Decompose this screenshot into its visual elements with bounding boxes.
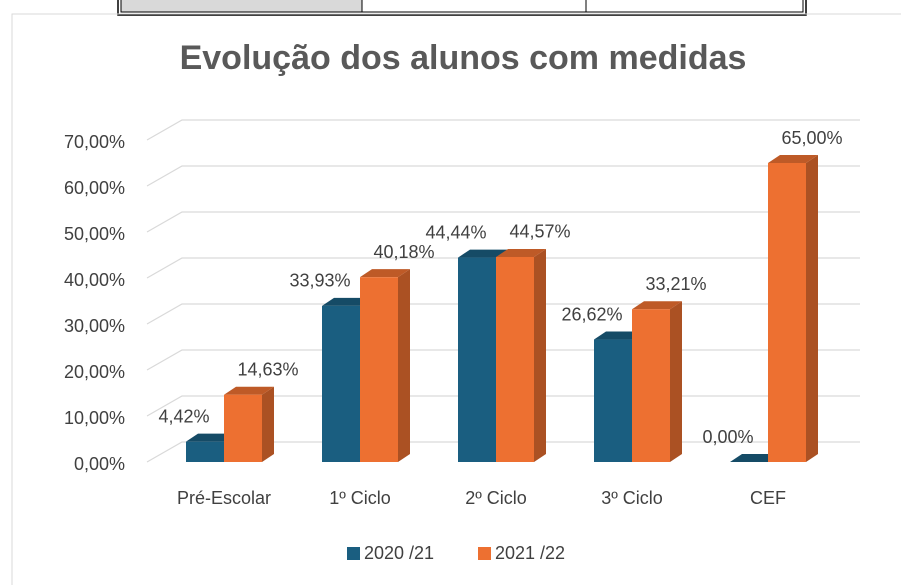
bar-front	[360, 277, 398, 462]
bar	[730, 454, 780, 462]
bar-top	[730, 454, 780, 462]
bar-front	[594, 339, 632, 462]
grid-line	[146, 257, 860, 279]
y-tick-label: 70,00%	[64, 132, 125, 152]
bar-front	[458, 257, 496, 462]
y-tick-label: 0,00%	[74, 454, 125, 474]
y-tick-label: 50,00%	[64, 224, 125, 244]
y-tick-label: 40,00%	[64, 270, 125, 290]
data-label: 26,62%	[561, 304, 622, 324]
legend-swatch	[478, 547, 491, 560]
bar-side	[398, 269, 410, 462]
bar-front	[186, 441, 224, 462]
data-label: 33,21%	[645, 274, 706, 294]
bar-top	[768, 155, 818, 163]
bar-side	[670, 301, 682, 462]
bar-top	[322, 297, 372, 306]
bar-side	[262, 386, 274, 462]
bar-front	[322, 305, 360, 462]
x-tick-label: 2º Ciclo	[465, 488, 527, 508]
y-tick-label: 30,00%	[64, 316, 125, 336]
bar-top	[360, 269, 410, 278]
table-fragment	[117, 0, 807, 16]
bar-top	[594, 331, 644, 340]
bar	[632, 301, 682, 462]
x-tick-label: 3º Ciclo	[601, 488, 663, 508]
bar-side	[806, 155, 818, 462]
bar	[768, 155, 818, 462]
x-tick-label: Pré-Escolar	[177, 488, 271, 508]
grid-line	[146, 165, 860, 187]
data-label: 44,57%	[509, 222, 570, 242]
y-tick-label: 20,00%	[64, 362, 125, 382]
chart-border	[11, 13, 901, 585]
bar	[224, 386, 274, 462]
chart-title: Evolução dos alunos com medidas	[180, 39, 747, 77]
data-label: 14,63%	[237, 359, 298, 379]
bar-top	[496, 248, 546, 257]
data-label: 33,93%	[289, 271, 350, 291]
legend-label: 2021 /22	[495, 543, 565, 563]
bar-front	[496, 256, 534, 462]
y-tick-label: 10,00%	[64, 408, 125, 428]
bar-front	[768, 163, 806, 462]
bar-side	[534, 248, 546, 462]
grid-line	[146, 211, 860, 233]
grid-line	[146, 303, 860, 325]
bar-top	[632, 301, 682, 310]
bar-top	[224, 386, 274, 395]
bar-top	[186, 433, 236, 442]
bar-front	[632, 309, 670, 462]
bar-top	[458, 249, 508, 258]
grid-line	[146, 119, 860, 141]
data-label: 0,00%	[702, 427, 753, 447]
data-label: 65,00%	[781, 128, 842, 148]
x-tick-label: 1º Ciclo	[329, 488, 391, 508]
data-label: 4,42%	[158, 406, 209, 426]
y-tick-label: 60,00%	[64, 178, 125, 198]
bar	[496, 248, 546, 462]
data-label: 40,18%	[373, 242, 434, 262]
bar	[360, 269, 410, 462]
bar-front	[224, 394, 262, 462]
data-label: 44,44%	[425, 222, 486, 242]
legend-label: 2020 /21	[364, 543, 434, 563]
x-tick-label: CEF	[750, 488, 786, 508]
legend-swatch	[347, 547, 360, 560]
